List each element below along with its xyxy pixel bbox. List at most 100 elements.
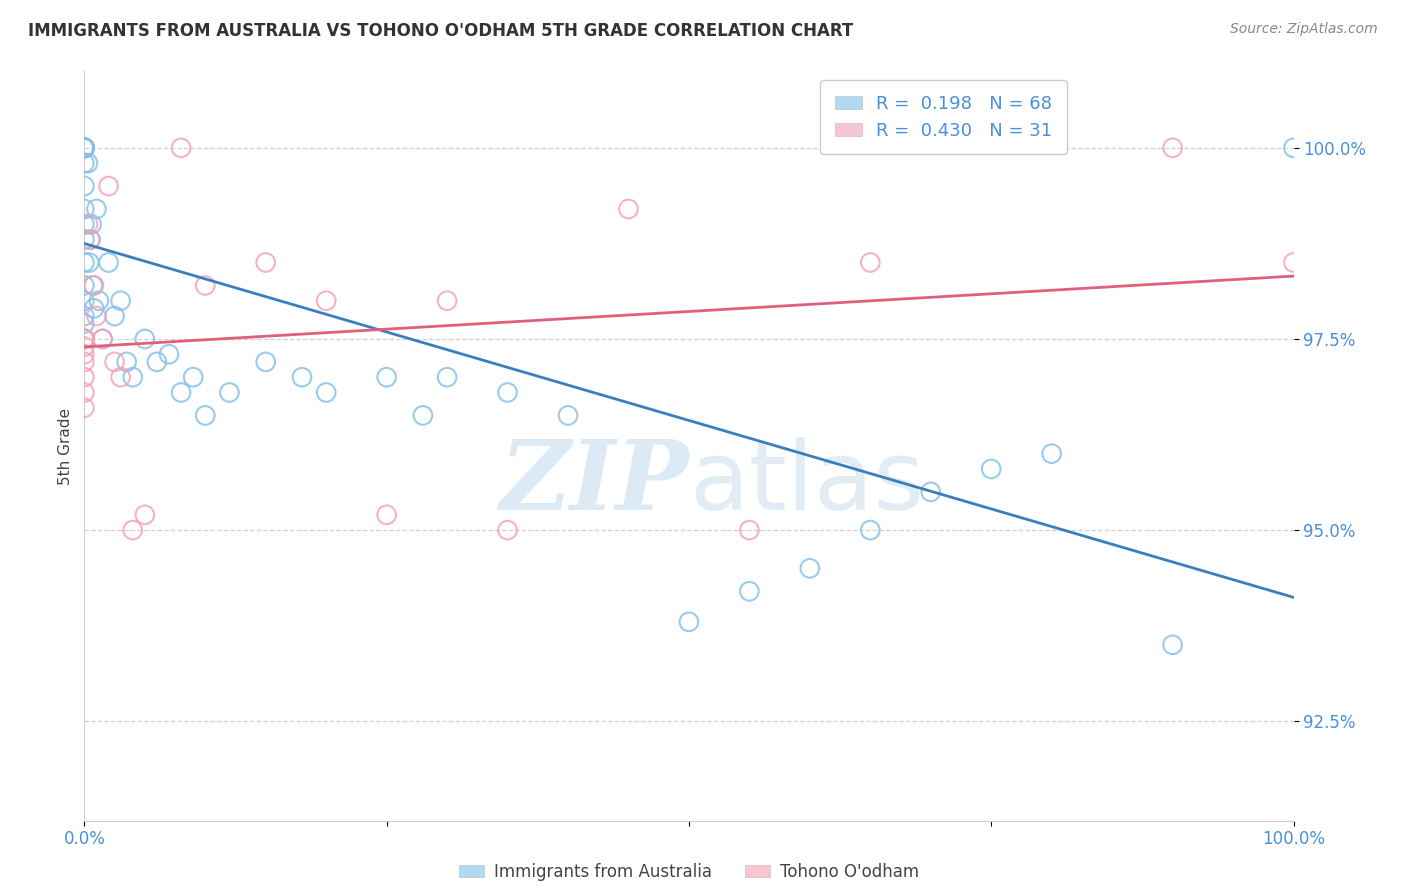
Point bbox=[73, 141, 96, 155]
Point bbox=[859, 255, 882, 269]
Point bbox=[91, 332, 114, 346]
Point bbox=[436, 293, 458, 308]
Point bbox=[83, 278, 105, 293]
Point bbox=[73, 141, 96, 155]
Point bbox=[73, 141, 96, 155]
Point bbox=[104, 355, 127, 369]
Point bbox=[73, 141, 96, 155]
Point bbox=[79, 233, 101, 247]
Point bbox=[1282, 255, 1305, 269]
Point bbox=[73, 141, 96, 155]
Point bbox=[73, 141, 96, 155]
Point bbox=[170, 385, 193, 400]
Point bbox=[73, 385, 96, 400]
Point bbox=[77, 255, 100, 269]
Point bbox=[77, 217, 100, 231]
Point bbox=[73, 141, 96, 155]
Point bbox=[254, 355, 277, 369]
Point bbox=[73, 141, 96, 155]
Point bbox=[859, 523, 882, 537]
Point bbox=[170, 141, 193, 155]
Point bbox=[91, 332, 114, 346]
Point bbox=[97, 255, 120, 269]
Point bbox=[110, 370, 132, 384]
Point bbox=[97, 179, 120, 194]
Point bbox=[194, 278, 217, 293]
Point bbox=[315, 385, 337, 400]
Point bbox=[1282, 141, 1305, 155]
Point bbox=[134, 508, 156, 522]
Point bbox=[557, 409, 579, 423]
Text: ZIP: ZIP bbox=[499, 436, 689, 531]
Point bbox=[73, 332, 96, 346]
Point bbox=[181, 370, 204, 384]
Point bbox=[412, 409, 434, 423]
Point bbox=[375, 370, 398, 384]
Point bbox=[73, 332, 96, 346]
Point bbox=[157, 347, 180, 361]
Point bbox=[73, 141, 96, 155]
Point bbox=[738, 523, 761, 537]
Point bbox=[254, 255, 277, 269]
Y-axis label: 5th Grade: 5th Grade bbox=[58, 408, 73, 484]
Point bbox=[738, 584, 761, 599]
Point bbox=[73, 309, 96, 323]
Point bbox=[73, 156, 96, 170]
Point bbox=[86, 202, 108, 216]
Point bbox=[1161, 638, 1184, 652]
Point bbox=[73, 141, 96, 155]
Point bbox=[73, 340, 96, 354]
Point bbox=[436, 370, 458, 384]
Point bbox=[315, 293, 337, 308]
Point bbox=[73, 255, 96, 269]
Text: IMMIGRANTS FROM AUSTRALIA VS TOHONO O'ODHAM 5TH GRADE CORRELATION CHART: IMMIGRANTS FROM AUSTRALIA VS TOHONO O'OD… bbox=[28, 22, 853, 40]
Point bbox=[121, 523, 143, 537]
Point bbox=[73, 332, 96, 346]
Point bbox=[73, 141, 96, 155]
Point bbox=[73, 141, 96, 155]
Point bbox=[73, 141, 96, 155]
Point bbox=[73, 370, 96, 384]
Point bbox=[73, 141, 96, 155]
Point bbox=[73, 278, 96, 293]
Point bbox=[73, 217, 96, 231]
Point bbox=[375, 508, 398, 522]
Point bbox=[73, 355, 96, 369]
Point bbox=[80, 217, 103, 231]
Text: atlas: atlas bbox=[689, 437, 924, 530]
Point bbox=[73, 141, 96, 155]
Point bbox=[920, 484, 942, 499]
Point bbox=[678, 615, 700, 629]
Point bbox=[134, 332, 156, 346]
Point bbox=[83, 301, 105, 316]
Point bbox=[73, 141, 96, 155]
Point bbox=[73, 141, 96, 155]
Point bbox=[291, 370, 314, 384]
Point bbox=[73, 401, 96, 415]
Point bbox=[1161, 141, 1184, 155]
Point bbox=[146, 355, 169, 369]
Point bbox=[73, 332, 96, 346]
Text: Source: ZipAtlas.com: Source: ZipAtlas.com bbox=[1230, 22, 1378, 37]
Point bbox=[77, 156, 100, 170]
Point bbox=[79, 233, 101, 247]
Point bbox=[121, 370, 143, 384]
Point bbox=[86, 309, 108, 323]
Point bbox=[1040, 447, 1063, 461]
Point bbox=[110, 293, 132, 308]
Point bbox=[194, 409, 217, 423]
Point bbox=[73, 233, 96, 247]
Point bbox=[73, 202, 96, 216]
Point bbox=[73, 141, 96, 155]
Legend: Immigrants from Australia, Tohono O'odham: Immigrants from Australia, Tohono O'odha… bbox=[453, 856, 925, 888]
Point bbox=[73, 293, 96, 308]
Point bbox=[87, 293, 110, 308]
Point bbox=[980, 462, 1002, 476]
Point bbox=[496, 523, 519, 537]
Point bbox=[115, 355, 138, 369]
Point bbox=[617, 202, 640, 216]
Point bbox=[73, 317, 96, 331]
Point bbox=[104, 309, 127, 323]
Point bbox=[496, 385, 519, 400]
Point bbox=[218, 385, 240, 400]
